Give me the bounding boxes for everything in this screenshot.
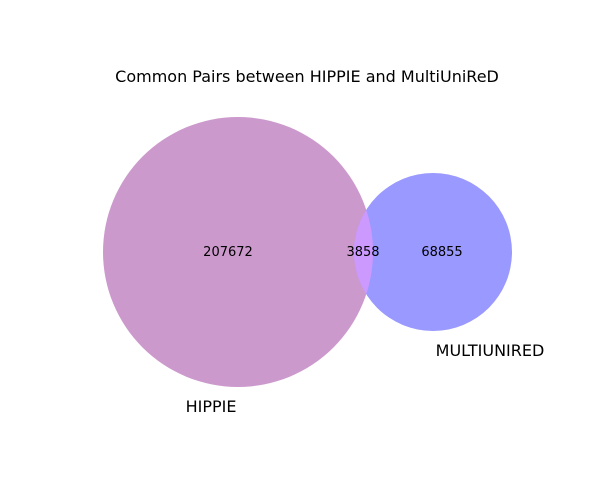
multiunired-set-label: MULTIUNIRED [436,341,545,360]
intersection-count: 3858 [346,245,379,260]
multiunired-only-count: 68855 [421,245,462,260]
multiunired-set-circle [354,173,512,331]
hippie-set-label: HIPPIE [186,397,237,416]
hippie-set-circle [103,117,373,387]
chart-title: Common Pairs between HIPPIE and MultiUni… [115,67,499,86]
hippie-only-count: 207672 [203,245,253,260]
